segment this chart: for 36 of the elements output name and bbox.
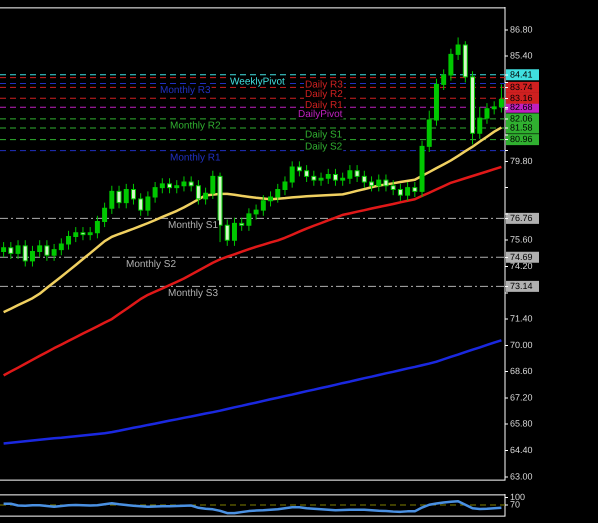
y-tick-label: 100 xyxy=(510,492,526,502)
ref-line-label: Daily S2 xyxy=(305,141,343,152)
y-tick-label: 74.20 xyxy=(510,260,533,271)
ref-line-label: Daily R3 xyxy=(305,79,344,90)
ref-line-label: Daily S1 xyxy=(305,130,343,141)
y-tick-label: 82.06 xyxy=(510,113,533,124)
y-tick-label: 74.69 xyxy=(510,252,533,262)
ref-line-label: Monthly S1 xyxy=(168,220,218,232)
y-tick-label: 70.00 xyxy=(510,340,533,350)
y-tick-label: 85.40 xyxy=(510,50,533,61)
y-tick-label: 83.16 xyxy=(510,92,533,103)
y-tick-label: 64.40 xyxy=(510,444,533,455)
ref-line-label: Monthly S2 xyxy=(126,259,176,270)
y-tick-label: 71.40 xyxy=(510,314,533,324)
y-tick-label: 65.80 xyxy=(510,418,533,429)
y-tick-label: 63.00 xyxy=(510,471,533,482)
ref-line-label: Daily R2 xyxy=(305,89,344,100)
ref-line-label: Monthly R3 xyxy=(160,85,212,96)
y-tick-label: 76.76 xyxy=(510,212,533,223)
y-tick-label: 75.60 xyxy=(510,234,533,245)
y-tick-label: 79.80 xyxy=(510,156,533,166)
y-tick-label: 67.20 xyxy=(510,392,533,402)
y-tick-label: 86.80 xyxy=(510,24,533,34)
ref-line-label: Monthly S3 xyxy=(168,288,218,300)
ref-line-label: Monthly R1 xyxy=(170,152,222,164)
y-tick-label: 84.41 xyxy=(510,69,533,80)
ref-line-label: WeeklyPivot xyxy=(230,76,286,88)
y-tick-label: 81.58 xyxy=(510,122,533,132)
y-tick-label: 68.60 xyxy=(510,366,533,376)
y-tick-label: 73.14 xyxy=(510,280,533,291)
y-tick-label: 83.74 xyxy=(510,82,533,92)
y-tick-label: 80.96 xyxy=(510,134,533,144)
ref-line-label: Monthly R2 xyxy=(170,120,222,132)
y-tick-label: 70 xyxy=(510,499,520,510)
ref-line-label: DailyPivot xyxy=(298,109,343,120)
y-tick-label: 82.68 xyxy=(510,102,533,112)
